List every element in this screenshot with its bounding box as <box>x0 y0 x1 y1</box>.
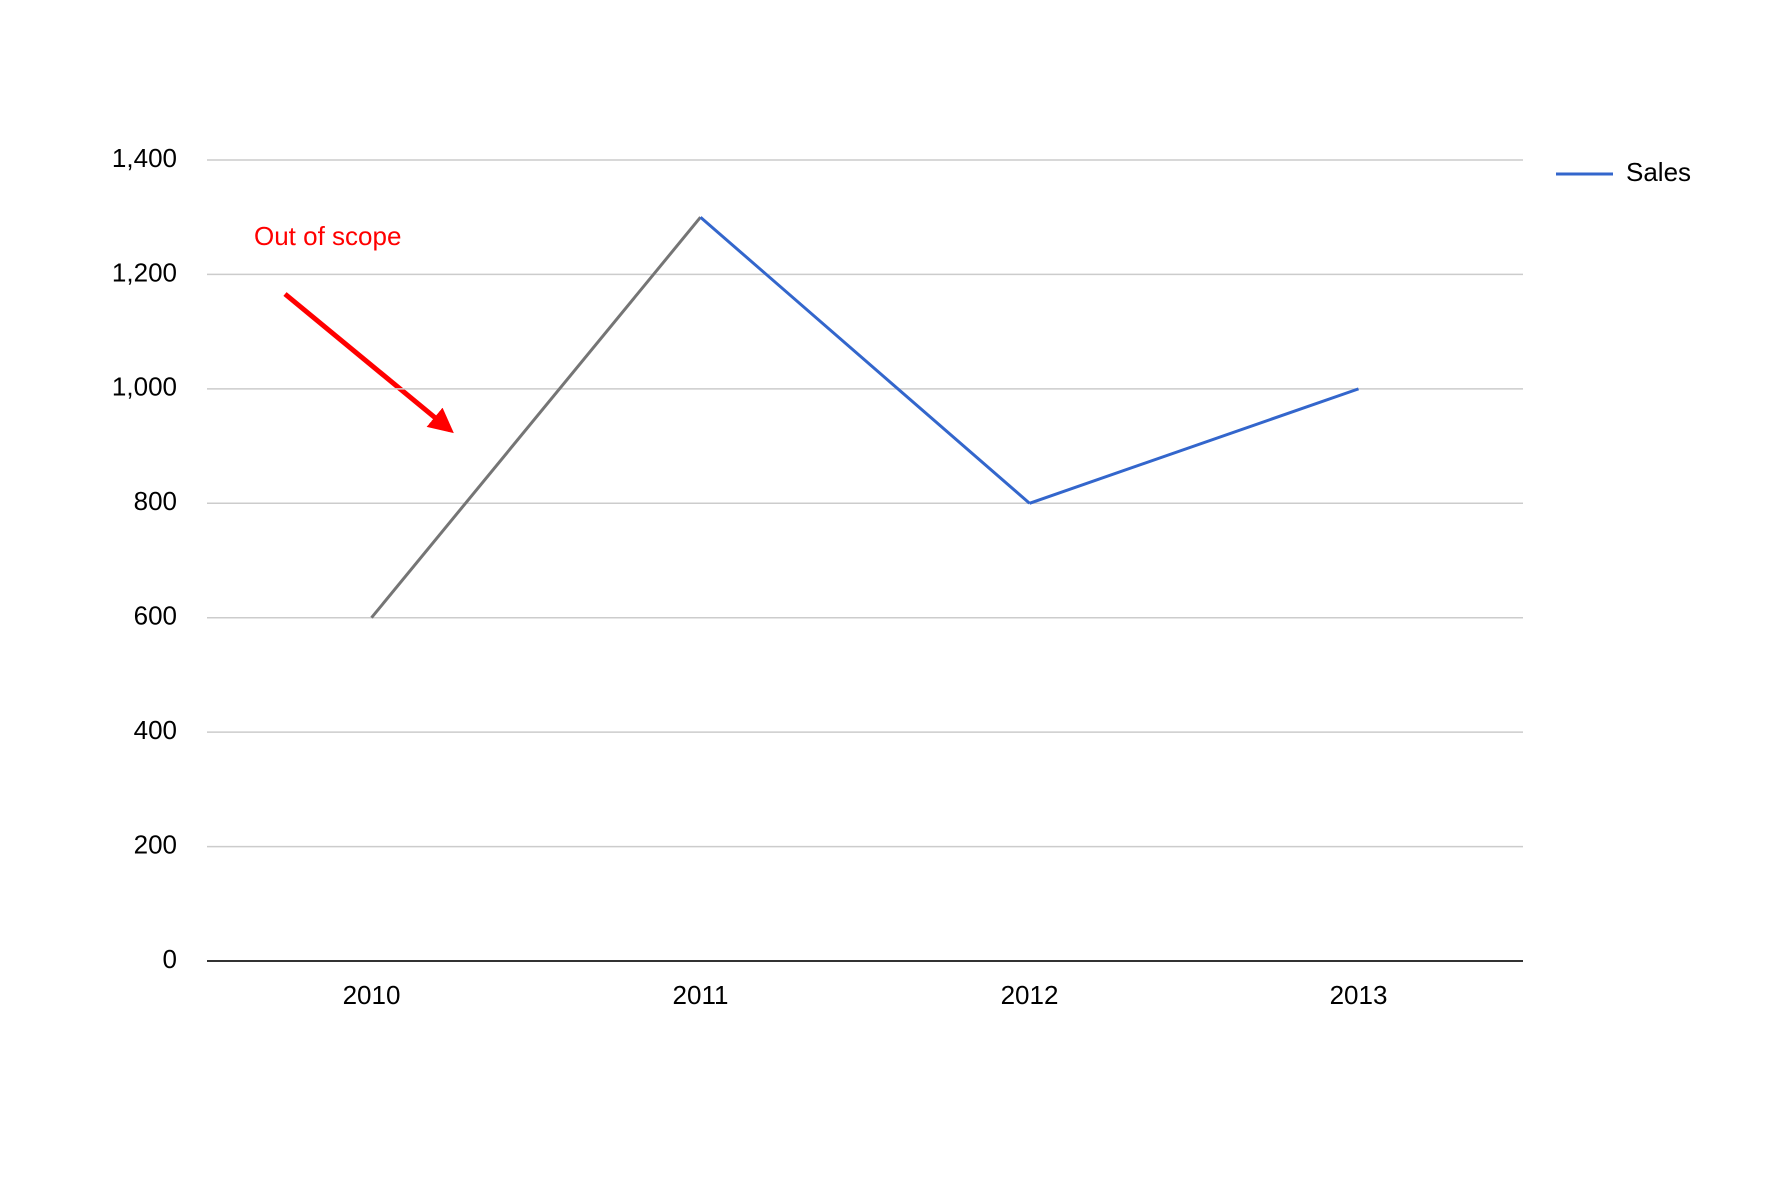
y-tick-label: 800 <box>134 486 177 516</box>
legend-label: Sales <box>1626 157 1691 187</box>
annotation-arrow <box>283 292 454 434</box>
line-segment <box>699 216 1031 505</box>
annotation: Out of scope <box>254 221 401 251</box>
line-segment <box>370 216 702 619</box>
y-tick-label: 1,000 <box>112 372 177 402</box>
x-tick-label: 2010 <box>343 980 401 1010</box>
y-tick-label: 400 <box>134 715 177 745</box>
y-tick-label: 0 <box>163 944 177 974</box>
x-tick-label: 2013 <box>1330 980 1388 1010</box>
y-tick-label: 1,200 <box>112 257 177 287</box>
y-tick-label: 600 <box>134 601 177 631</box>
x-tick-label: 2011 <box>673 980 729 1010</box>
x-tick-label: 2012 <box>1001 980 1059 1010</box>
line-segment <box>1029 387 1359 505</box>
y-tick-label: 1,400 <box>112 143 177 173</box>
y-tick-label: 200 <box>134 829 177 859</box>
